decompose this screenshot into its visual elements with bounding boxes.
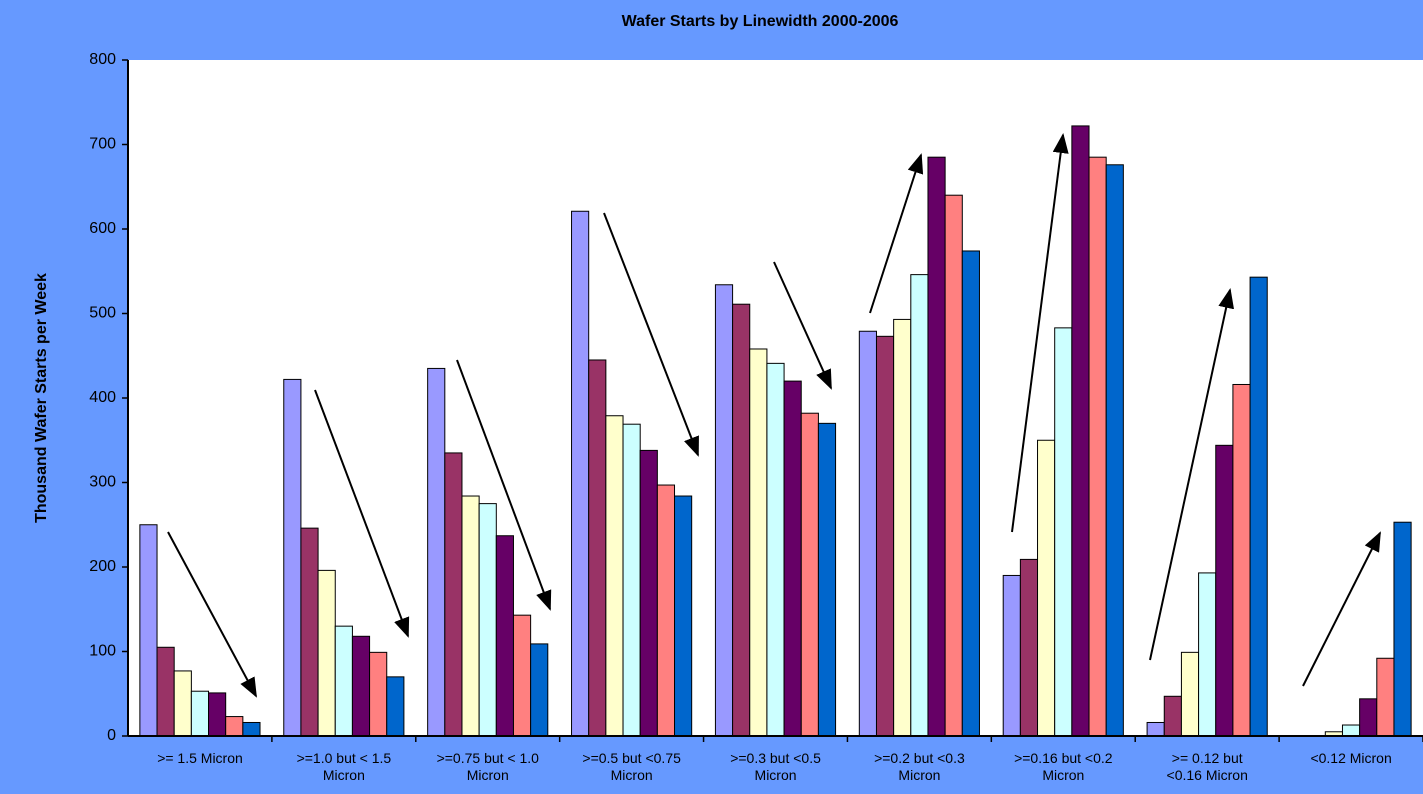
bar — [300, 527, 319, 737]
y-tick-label: 200 — [89, 558, 116, 575]
bar — [622, 423, 641, 737]
bar — [190, 690, 210, 737]
bar — [817, 422, 837, 737]
bar — [386, 676, 405, 737]
bar — [1341, 724, 1361, 737]
y-tick-label: 100 — [89, 643, 116, 660]
bar — [530, 643, 549, 737]
bar — [1054, 327, 1073, 737]
bar — [875, 335, 895, 737]
y-tick-label: 0 — [107, 727, 116, 744]
bar — [351, 635, 371, 737]
bar — [1037, 439, 1056, 737]
bar — [714, 284, 734, 737]
bar — [334, 625, 353, 737]
bar — [1019, 558, 1039, 737]
bar — [225, 716, 244, 737]
bar — [1198, 572, 1217, 737]
bar — [1088, 156, 1107, 737]
bar — [461, 495, 480, 737]
bar — [156, 646, 175, 737]
bar — [1180, 651, 1200, 737]
bar — [512, 614, 532, 737]
bar — [656, 484, 676, 737]
bar — [283, 378, 302, 737]
y-axis-label: Thousand Wafer Starts per Week — [33, 273, 50, 523]
bar — [944, 194, 963, 737]
y-tick-label: 600 — [89, 220, 116, 237]
bar — [588, 359, 607, 737]
x-tick-label: >=0.75 but < 1.0 Micron — [436, 750, 539, 783]
y-tick-label: 400 — [89, 389, 116, 406]
bar — [139, 524, 158, 737]
y-tick-label: 700 — [89, 136, 116, 153]
bar — [749, 348, 768, 737]
x-tick-label: >=0.16 but <0.2 Micron — [1014, 750, 1113, 783]
bar — [208, 692, 227, 737]
y-tick-label: 800 — [89, 51, 116, 68]
bar — [910, 274, 929, 737]
bar — [766, 362, 785, 737]
x-tick-label: >= 0.12 but <0.16 Micron — [1166, 750, 1248, 783]
bar — [478, 503, 497, 737]
bar — [1002, 574, 1021, 737]
bar — [427, 367, 446, 737]
bar — [961, 250, 980, 737]
x-tick-label: >=0.2 but <0.3 Micron — [874, 750, 965, 783]
y-tick-label: 500 — [89, 305, 116, 322]
bar — [1249, 276, 1268, 737]
bar — [800, 412, 819, 737]
bar — [571, 210, 590, 737]
x-tick-label: <0.12 Micron — [1310, 750, 1392, 766]
bar — [495, 535, 514, 737]
x-tick-label: >= 1.5 Micron — [157, 750, 243, 766]
bar — [317, 569, 336, 737]
bar — [1215, 444, 1234, 737]
bar — [1105, 164, 1124, 737]
bar — [732, 303, 751, 737]
bar — [858, 330, 877, 737]
bar — [1393, 521, 1412, 737]
bar — [674, 495, 693, 737]
bar — [1232, 383, 1251, 737]
x-tick-label: >=0.3 but <0.5 Micron — [730, 750, 821, 783]
bar — [927, 156, 946, 737]
bar — [783, 380, 802, 737]
bar — [1376, 657, 1395, 737]
bar — [1071, 125, 1090, 737]
x-tick-label: >=1.0 but < 1.5 Micron — [296, 750, 392, 783]
bar — [893, 318, 912, 737]
bar — [444, 452, 463, 737]
trend-arrows — [167, 133, 1381, 698]
chart-title: Wafer Starts by Linewidth 2000-2006 — [622, 13, 899, 30]
bar — [173, 670, 192, 737]
bar — [639, 449, 658, 737]
bar — [1146, 721, 1165, 737]
bar — [242, 721, 261, 737]
bar — [1359, 698, 1378, 737]
bar — [605, 415, 624, 737]
bar — [369, 651, 388, 737]
bar — [1163, 695, 1182, 737]
y-tick-label: 300 — [89, 474, 116, 491]
x-tick-label: >=0.5 but <0.75 Micron — [582, 750, 681, 783]
